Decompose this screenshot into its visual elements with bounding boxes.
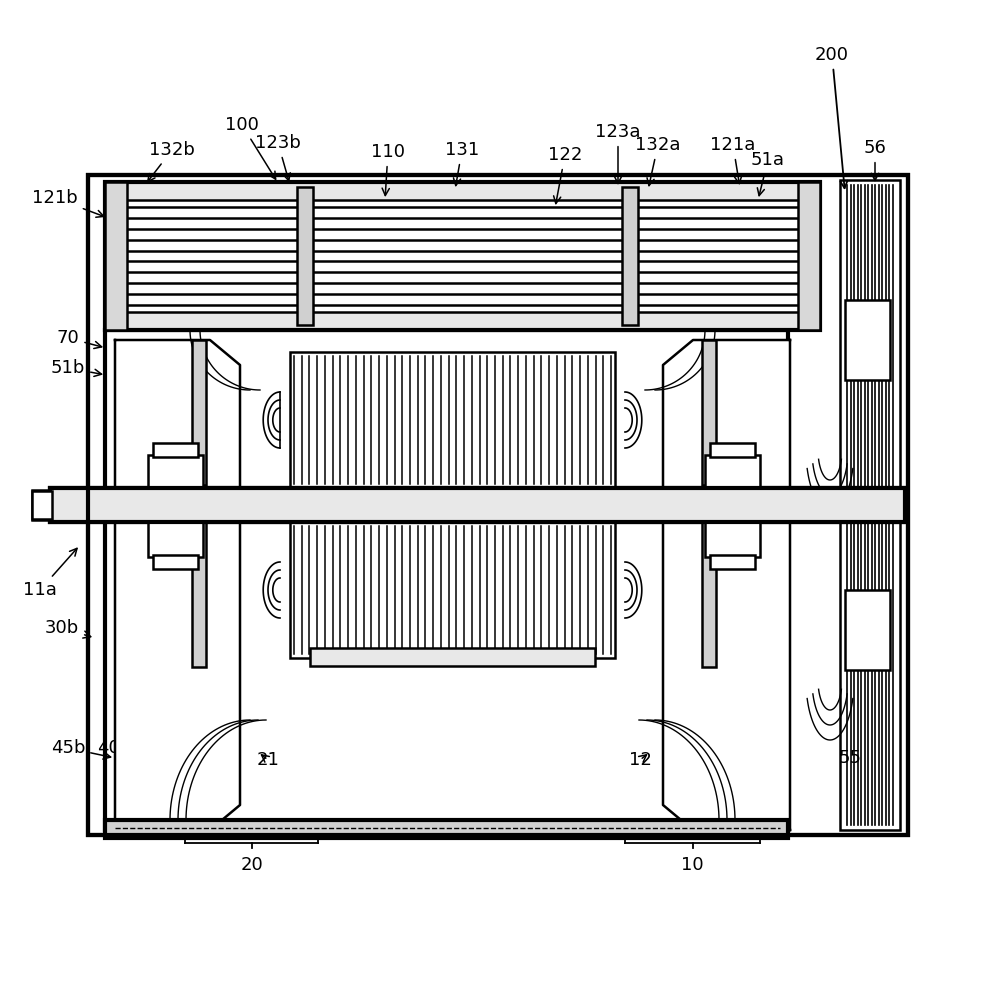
Text: 11: 11	[664, 751, 686, 769]
Bar	[105, 820, 788, 838]
Bar	[622, 187, 638, 325]
Text: 110: 110	[371, 143, 405, 196]
Polygon shape	[663, 522, 790, 830]
Text: 30a: 30a	[728, 751, 762, 769]
Polygon shape	[663, 340, 790, 488]
Bar	[840, 180, 900, 830]
Bar	[192, 522, 206, 667]
Polygon shape	[115, 522, 240, 830]
Bar	[702, 340, 716, 485]
Text: 200: 200	[815, 46, 849, 188]
Bar	[310, 648, 595, 666]
Bar	[105, 330, 788, 830]
Bar	[845, 300, 890, 380]
Bar	[105, 330, 788, 830]
Bar	[153, 555, 198, 569]
Text: 11a: 11a	[23, 549, 77, 599]
Text: 12: 12	[629, 751, 651, 769]
Bar	[153, 443, 198, 457]
Text: 122: 122	[548, 146, 582, 204]
Text: 70: 70	[57, 329, 102, 349]
Text: 10: 10	[681, 856, 704, 874]
Bar	[290, 352, 615, 488]
Text: 131: 131	[445, 141, 479, 185]
Polygon shape	[115, 340, 240, 488]
Bar	[710, 555, 755, 569]
Bar	[105, 182, 127, 330]
Text: 40: 40	[97, 739, 131, 757]
Bar	[148, 455, 203, 490]
Text: 123a: 123a	[595, 123, 641, 183]
Text: 100: 100	[225, 116, 276, 179]
Text: 132a: 132a	[635, 136, 681, 185]
Text: 132b: 132b	[148, 141, 195, 181]
Bar	[845, 590, 890, 670]
Text: 30b: 30b	[45, 619, 91, 638]
Bar	[32, 490, 52, 520]
Bar	[50, 488, 905, 522]
Text: 20: 20	[240, 856, 263, 874]
Text: 51b: 51b	[51, 359, 102, 377]
Text: 45a: 45a	[695, 751, 729, 769]
Bar	[50, 488, 905, 522]
Bar	[168, 450, 188, 835]
Text: 121b: 121b	[32, 189, 104, 218]
Bar	[148, 522, 203, 557]
Bar	[32, 491, 52, 519]
Text: 56: 56	[864, 139, 886, 180]
Bar	[297, 187, 313, 325]
Text: 45b: 45b	[51, 739, 111, 759]
Bar	[192, 340, 206, 485]
Bar	[88, 175, 908, 835]
Text: 121a: 121a	[710, 136, 756, 183]
Bar	[88, 175, 908, 835]
Bar	[105, 182, 820, 330]
Bar	[702, 522, 716, 667]
Text: 55: 55	[838, 749, 862, 767]
Text: 123b: 123b	[255, 134, 301, 180]
Text: 51a: 51a	[751, 151, 785, 196]
Bar	[705, 455, 760, 490]
Bar	[310, 488, 595, 522]
Bar	[798, 182, 820, 330]
Bar	[105, 182, 820, 200]
Bar	[720, 450, 740, 835]
Text: 22: 22	[214, 751, 238, 769]
Bar	[105, 312, 820, 330]
Text: 21: 21	[257, 751, 279, 769]
Bar	[705, 522, 760, 557]
Bar	[290, 522, 615, 658]
Bar	[710, 443, 755, 457]
